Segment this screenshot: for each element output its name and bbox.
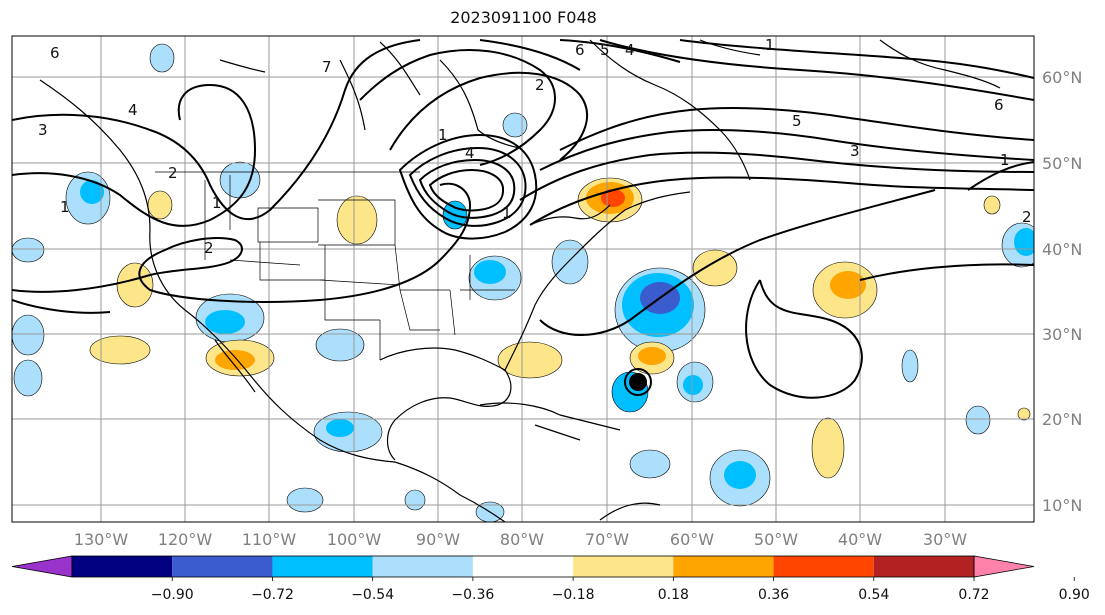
colorbar-segment (472, 556, 574, 577)
lat-label: 20°N (1042, 410, 1082, 429)
contour-label: 1 (212, 194, 222, 212)
contour-label: 6 (50, 44, 60, 62)
lon-label: 120°W (158, 530, 213, 549)
contour-label: 4 (465, 144, 475, 162)
colorbar-tick-label: −0.72 (251, 587, 294, 603)
contour-label: 5 (792, 112, 802, 130)
map-area (12, 36, 1034, 522)
colorbar-segment (72, 556, 173, 577)
map-frame (11, 35, 1035, 523)
contour-label: 2 (535, 76, 545, 94)
political-borders (155, 171, 515, 360)
contour-label: 2 (1022, 208, 1032, 226)
lon-label: 40°W (838, 530, 882, 549)
colorbar-frame (71, 555, 975, 578)
colorbar-tick-label: 0.72 (958, 587, 989, 603)
contour-label: 6 (575, 41, 585, 59)
colorbar-tick-label: −0.54 (351, 587, 394, 603)
contour-label: 2 (204, 239, 214, 257)
lon-label: 110°W (242, 530, 297, 549)
colorbar-tick-label: 0.36 (758, 587, 789, 603)
contour-label: 1 (60, 198, 70, 216)
colorbar-tick-label: 0.90 (1059, 587, 1090, 603)
colorbar-tick-label: −0.18 (552, 587, 595, 603)
contour-label: 3 (850, 142, 860, 160)
storm-center-marker (629, 373, 647, 391)
lat-label: 30°N (1042, 325, 1082, 344)
lon-label: 100°W (327, 530, 382, 549)
longitude-labels: 130°W 120°W 110°W 100°W 90°W 80°W 70°W 6… (74, 530, 967, 549)
contour-label: 1 (502, 204, 512, 222)
colorbar-segment (873, 556, 974, 577)
colorbar-segment (673, 556, 774, 577)
lon-label: 60°W (670, 530, 714, 549)
colorbar-segment (172, 556, 273, 577)
lon-label: 80°W (500, 530, 544, 549)
contour-label: 1 (1000, 151, 1010, 169)
gridlines (12, 36, 1034, 522)
colorbar-tick-label: 0.54 (858, 587, 889, 603)
colorbar-tick-label: −0.36 (451, 587, 494, 603)
lat-label: 50°N (1042, 154, 1082, 173)
colorbar-segment (573, 556, 674, 577)
lon-label: 30°W (923, 530, 967, 549)
contour-label: 6 (994, 96, 1004, 114)
lon-label: 70°W (585, 530, 629, 549)
colorbar-segment (372, 556, 473, 577)
contour-label: 7 (322, 58, 332, 76)
contour-label: 4 (128, 101, 138, 119)
latitude-labels: 60°N 50°N 40°N 30°N 20°N 10°N (1042, 68, 1082, 515)
colorbar-tick-label: 0.18 (658, 587, 689, 603)
contour-label: 4 (625, 41, 635, 59)
contour-label: 2 (168, 164, 178, 182)
height-contours (12, 39, 1034, 399)
contour-label: 5 (600, 41, 610, 59)
contour-label: 1 (765, 36, 775, 54)
lat-label: 10°N (1042, 496, 1082, 515)
map-title: 2023091100 F048 (450, 8, 597, 27)
contour-label: 1 (438, 126, 448, 144)
colorbar-arrow-low (11, 555, 73, 578)
lon-label: 90°W (416, 530, 460, 549)
colorbar-arrow-high (973, 555, 1035, 578)
colorbar-tick-label: −0.90 (151, 587, 194, 603)
colorbar: −0.90 −0.72 −0.54 −0.36 −0.18 0.18 0.36 0.54 0.7… (11, 555, 1090, 603)
contour-label: 3 (38, 121, 48, 139)
lon-label: 50°W (754, 530, 798, 549)
lat-label: 60°N (1042, 68, 1082, 87)
contour-labels: 6 4 1 2 1 7 2 6 5 4 1 4 5 3 1 6 1 2 3 1 … (38, 36, 1032, 257)
lon-label: 130°W (74, 530, 129, 549)
colorbar-segment (773, 556, 874, 577)
colorbar-segment (272, 556, 373, 577)
lat-label: 40°N (1042, 240, 1082, 259)
